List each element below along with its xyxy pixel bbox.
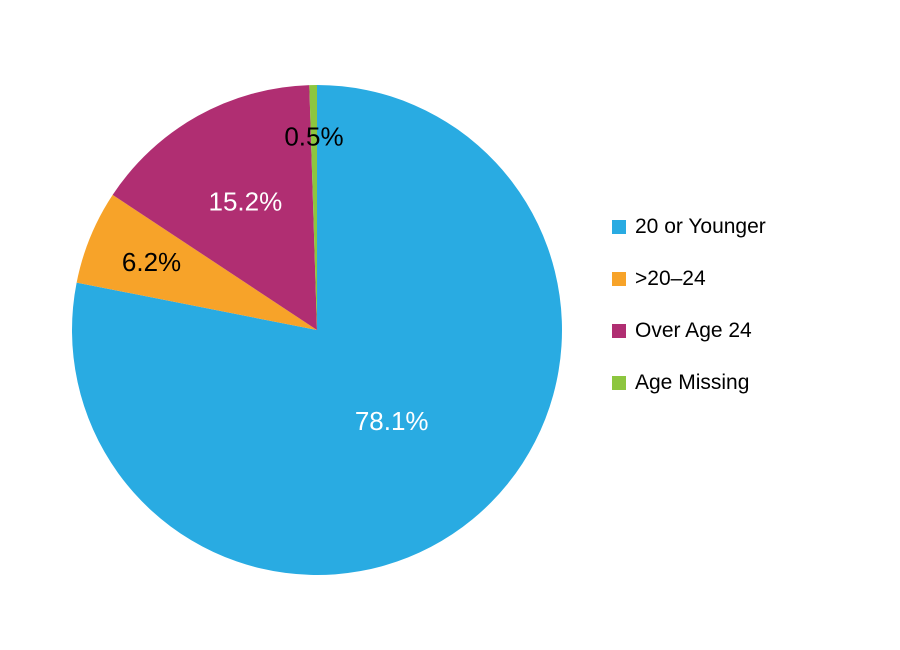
pie-slice-2 bbox=[112, 85, 318, 331]
pie-slice-3 bbox=[309, 85, 317, 330]
slice-value-label-3: 0.5% bbox=[284, 121, 343, 151]
legend-swatch-icon bbox=[612, 271, 626, 286]
slice-value-label-0: 78.1% bbox=[355, 406, 429, 436]
legend-item-20-or-younger: 20 or Younger bbox=[612, 216, 766, 237]
slice-value-label-1: 6.2% bbox=[122, 247, 181, 277]
legend-swatch-icon bbox=[612, 375, 626, 390]
legend-label: Age Missing bbox=[635, 371, 750, 394]
legend-item-over-20-to-24: >20–24 bbox=[612, 268, 766, 289]
pie-slice-0 bbox=[71, 85, 562, 575]
legend-label: 20 or Younger bbox=[635, 215, 766, 238]
legend-item-age-missing: Age Missing bbox=[612, 372, 766, 393]
legend-label: Over Age 24 bbox=[635, 319, 752, 342]
legend-swatch-icon bbox=[612, 323, 626, 338]
chart-legend: 20 or Younger >20–24 Over Age 24 Age Mis… bbox=[612, 216, 766, 393]
legend-item-over-age-24: Over Age 24 bbox=[612, 320, 766, 341]
legend-label: >20–24 bbox=[635, 267, 706, 290]
slice-value-label-2: 15.2% bbox=[209, 187, 283, 217]
pie-slice-1 bbox=[76, 194, 317, 330]
legend-swatch-icon bbox=[612, 219, 626, 234]
